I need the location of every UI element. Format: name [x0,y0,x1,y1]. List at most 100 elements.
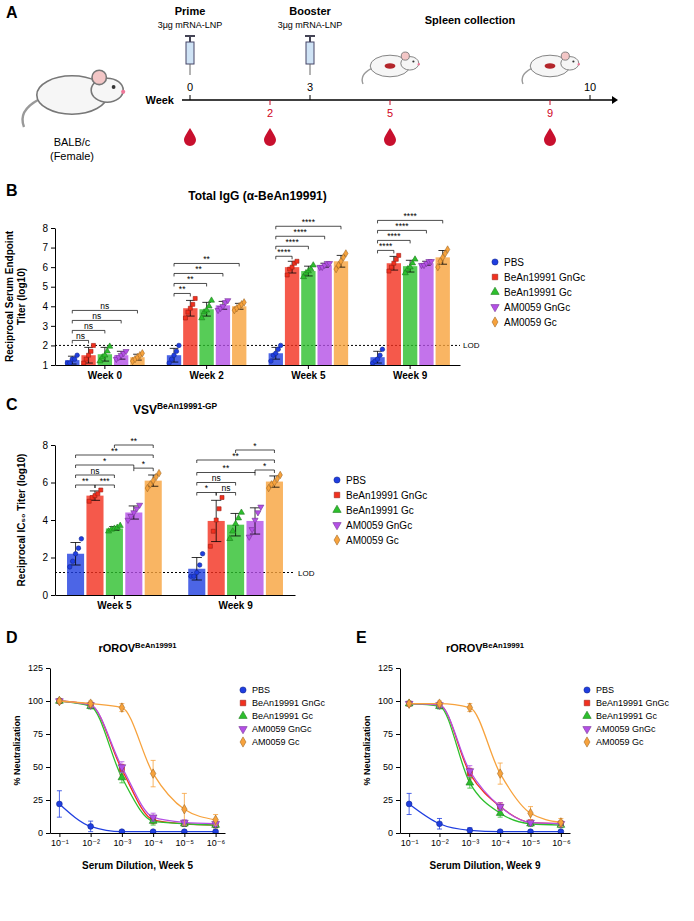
tick-label: 125 [378,663,393,673]
legend-label: AM0059 Gc [346,535,399,546]
data-point [466,769,474,776]
data-point [310,262,316,267]
title-superscript: BeAn19991-GP [157,401,217,411]
mouse-tail [22,100,38,127]
data-point [528,808,533,817]
syringe-barrel [306,42,314,64]
data-point [73,551,78,556]
data-point [285,273,289,277]
lod-label: LOD [463,341,480,350]
tick-mark [46,800,50,801]
legend-marker [333,523,341,530]
data-point [131,511,137,516]
bar [216,305,230,365]
event-dose: 3μg mRNA-LNP [158,20,223,30]
tick-label: 10⁻³ [113,838,131,848]
error-bar [437,818,442,829]
tick-label: 2 [267,107,273,119]
data-point [57,801,63,807]
title-text: rOROV [98,642,135,654]
significance-label: ** [82,476,89,486]
error-bar [119,704,124,712]
mouse-eye [112,85,116,89]
error-bar [151,760,156,786]
data-point [75,353,80,358]
legend: PBSBeAn19991 GnGcBeAn19991 GcAM0059 GnGc… [583,685,670,747]
tick-mark [153,833,154,837]
tick: 2 [42,552,55,563]
tick: 10⁻⁵ [522,833,541,848]
data-point [278,343,283,348]
bar [318,265,332,365]
data-point [558,818,563,827]
event-label: Booster [289,5,331,17]
tick: Week 2 [189,365,224,381]
tick-label: 6 [42,477,48,488]
tick-mark [310,95,311,100]
legend-label: PBS [252,685,270,695]
tick-label: 10⁻⁴ [491,838,510,848]
bar [370,357,384,365]
data-point [497,769,502,778]
axis-line [56,365,461,366]
legend-marker [239,727,247,734]
data-point [295,259,299,263]
data-point [436,263,440,270]
tick-mark [114,595,115,599]
spleen [385,63,396,68]
data-point [174,349,179,354]
tick-label: 1 [42,360,48,371]
tick-label: 10⁻² [82,838,100,848]
panel-label: A [6,4,18,21]
tick: 8 [42,223,55,234]
legend-marker [239,711,247,718]
data-point [96,492,100,496]
bar [403,266,417,365]
legend-marker [334,535,340,545]
error-bar [271,347,280,359]
legend-label: AM0059 GnGc [252,724,312,734]
tick-mark [51,345,55,346]
data-point [104,348,110,353]
data-point [87,499,91,503]
tick-label: 6 [42,262,48,273]
mouse-tail [522,69,531,84]
series-line [59,701,215,820]
tick-label: 100 [28,696,43,706]
error-bar [269,476,279,487]
legend: PBSBeAn19991 GnGcBeAn19991 GcAM0059 GnGc… [491,257,585,328]
data-point [246,535,252,540]
data-point [183,316,187,320]
data-point [70,559,75,564]
legend-marker [584,700,589,705]
tick-label: 75 [33,729,43,739]
error-bar [528,807,533,820]
tick-label: Week 9 [218,600,253,611]
data-point [206,303,212,308]
data-point [119,829,125,833]
data-point [107,343,113,348]
tick-mark [409,833,410,837]
tick-label: 10⁻¹ [51,838,69,848]
series-line [409,704,561,824]
mouse-nose [418,63,420,65]
significance-label: ** [179,284,186,294]
legend-label: BeAn19991 Gc [596,711,658,721]
data-point [193,296,197,300]
data-point [220,496,224,500]
bar [199,309,213,365]
tick: 100 [378,696,400,706]
panel-bar: BTotal IgG (α-BeAn19991)12345678Week 0We… [4,182,585,381]
tick-label: 0 [187,81,193,93]
significance-label: * [253,441,257,451]
tick: 75 [383,729,400,739]
tick-label: 10 [584,81,596,93]
tick-label: Week 9 [393,370,428,381]
tick-label: 2 [42,340,48,351]
data-point [91,343,95,347]
tick: 10⁻⁶ [207,833,226,848]
significance-label: ** [187,274,194,284]
data-point [76,546,81,551]
axis-line [50,669,51,834]
significance-label: **** [277,247,291,257]
